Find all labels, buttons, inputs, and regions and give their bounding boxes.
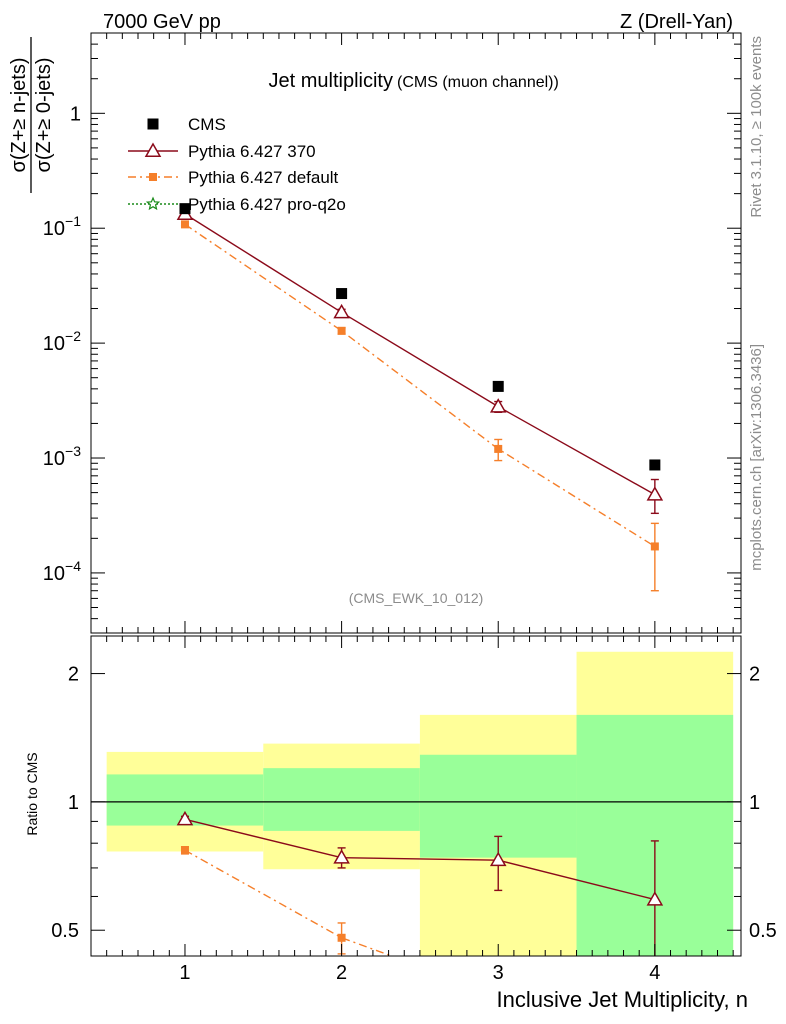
main-subtitle: (CMS (muon channel)) bbox=[397, 74, 559, 91]
uncertainty-band-stat bbox=[263, 768, 420, 831]
y-label-numerator: σ(Z+≥ n-jets) bbox=[8, 58, 30, 173]
ratio-panel: 0.5 0.5 1 1 2 2 1 2 3 4 bbox=[51, 635, 777, 984]
cms-data-point bbox=[336, 288, 348, 300]
legend-label: CMS bbox=[188, 115, 226, 134]
legend-label: Pythia 6.427 370 bbox=[188, 142, 316, 161]
x-tick-label: 4 bbox=[649, 962, 660, 984]
pythia-default-point bbox=[180, 220, 189, 229]
pythia-default-point bbox=[337, 326, 346, 335]
y-label-denominator: σ(Z+≥ 0-jets) bbox=[33, 58, 55, 173]
main-title: Jet multiplicity bbox=[269, 70, 393, 92]
pythia-370-point bbox=[489, 398, 507, 413]
header-process-label: Z (Drell-Yan) bbox=[620, 11, 733, 33]
main-y-axis-label: σ(Z+≥ n-jets) σ(Z+≥ 0-jets) bbox=[8, 37, 55, 193]
legend-marker-default bbox=[149, 173, 157, 181]
y-tick-label: 10−3 bbox=[43, 443, 81, 470]
ratio-370-point bbox=[646, 891, 664, 906]
main-panel: 1 10−1 10−2 10−3 10−4 Jet multiplicity (CMS … bbox=[43, 32, 742, 634]
x-tick-label: 3 bbox=[493, 962, 504, 984]
x-tick-label: 2 bbox=[336, 962, 347, 984]
header-energy-label: 7000 GeV pp bbox=[103, 11, 221, 33]
y-tick-label: 10−4 bbox=[43, 558, 81, 585]
ratio-default-point bbox=[337, 933, 346, 942]
ratio-y-tick-label-right: 1 bbox=[749, 792, 760, 814]
x-tick-label: 1 bbox=[179, 962, 190, 984]
y-tick-label: 1 bbox=[70, 103, 81, 125]
series-line bbox=[184, 849, 392, 956]
side-mcplots-label: mcplots.cern.ch [arXiv:1306.3436] bbox=[748, 344, 765, 571]
legend-marker-pro-q2o bbox=[145, 196, 161, 211]
ratio-370-point bbox=[333, 849, 350, 864]
legend-label: Pythia 6.427 default bbox=[188, 168, 339, 187]
ratio-y-tick-label-left: 2 bbox=[68, 664, 79, 686]
series-line bbox=[184, 213, 656, 496]
pythia-370-point bbox=[646, 486, 664, 501]
ratio-frame bbox=[90, 635, 742, 957]
legend-marker-370 bbox=[144, 142, 162, 157]
pythia-370-point bbox=[333, 303, 350, 319]
ratio-default-point bbox=[180, 846, 189, 855]
legend: CMS Pythia 6.427 370 Pythia 6.427 default P… bbox=[128, 115, 346, 214]
legend-marker-cms bbox=[147, 118, 159, 130]
ratio-y-axis-label: Ratio to CMS bbox=[24, 752, 40, 835]
cms-data-point bbox=[179, 203, 191, 215]
ratio-370-point bbox=[176, 810, 194, 826]
legend-label: Pythia 6.427 pro-q2o bbox=[188, 195, 346, 214]
y-tick-label: 10−2 bbox=[43, 328, 81, 355]
cms-data-point bbox=[649, 459, 661, 471]
x-axis-label: Inclusive Jet Multiplicity, n bbox=[497, 987, 748, 1012]
ratio-370-point bbox=[489, 851, 507, 867]
main-frame bbox=[90, 32, 742, 634]
ratio-y-tick-label-left: 1 bbox=[68, 792, 79, 814]
cms-data-point bbox=[492, 380, 504, 392]
pythia-default-point bbox=[494, 444, 503, 453]
side-rivet-label: Rivet 3.1.10, ≥ 100k events bbox=[748, 36, 765, 218]
pythia-default-point bbox=[650, 542, 659, 551]
ratio-y-tick-label-left: 0.5 bbox=[51, 920, 79, 942]
y-tick-label: 10−1 bbox=[43, 213, 81, 240]
watermark-analysis-id: (CMS_EWK_10_012) bbox=[349, 590, 484, 606]
series-line bbox=[184, 818, 656, 901]
ratio-y-tick-label-right: 0.5 bbox=[749, 920, 777, 942]
ratio-y-tick-label-right: 2 bbox=[749, 664, 760, 686]
series-line bbox=[184, 223, 656, 548]
